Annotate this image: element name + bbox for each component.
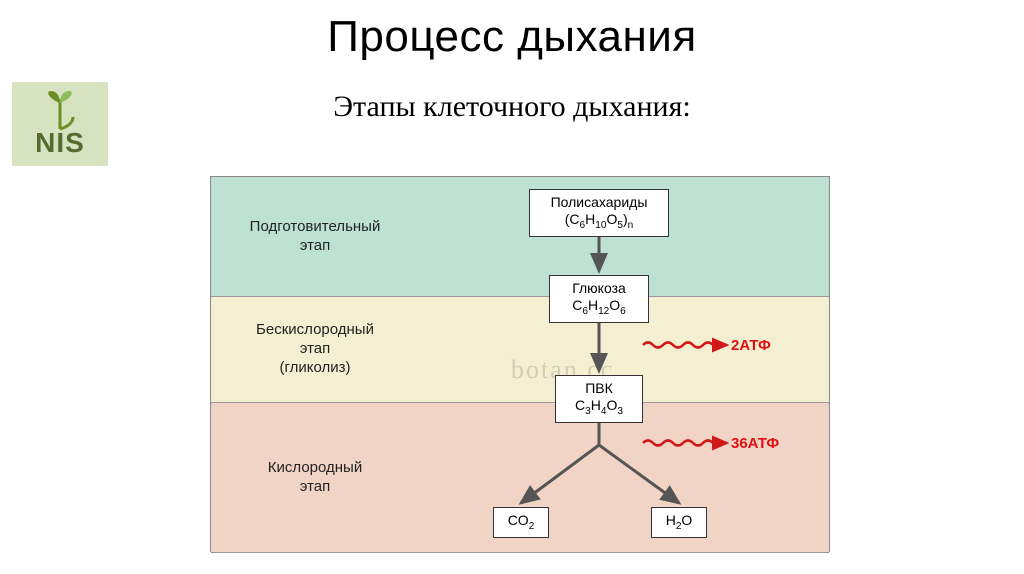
leaf-icon: [37, 89, 83, 131]
node-h2o: H2O: [651, 507, 707, 538]
node-pvk: ПВКC3H4O3: [555, 375, 643, 423]
stage-prep: Подготовительныйэтап: [211, 177, 829, 297]
page-title: Процесс дыхания: [0, 0, 1024, 62]
node-glucose: ГлюкозаC6H12O6: [549, 275, 649, 323]
logo-text: NIS: [35, 127, 85, 159]
nis-logo: NIS: [12, 82, 108, 166]
stage-prep-label: Подготовительныйэтап: [211, 218, 411, 256]
stage-glycolysis-label: Бескислородныйэтап(гликолиз): [211, 321, 411, 377]
atp-glycolysis: 2АТФ: [731, 337, 771, 354]
subtitle: Этапы клеточного дыхания:: [0, 90, 1024, 124]
diagram: Подготовительныйэтап Бескислородныйэтап(…: [210, 176, 830, 552]
node-polysaccharides: Полисахариды(C6H10O5)n: [529, 189, 669, 237]
atp-oxygen: 36АТФ: [731, 435, 779, 452]
stage-oxygen-label: Кислородныйэтап: [211, 459, 411, 497]
node-co2: CO2: [493, 507, 549, 538]
